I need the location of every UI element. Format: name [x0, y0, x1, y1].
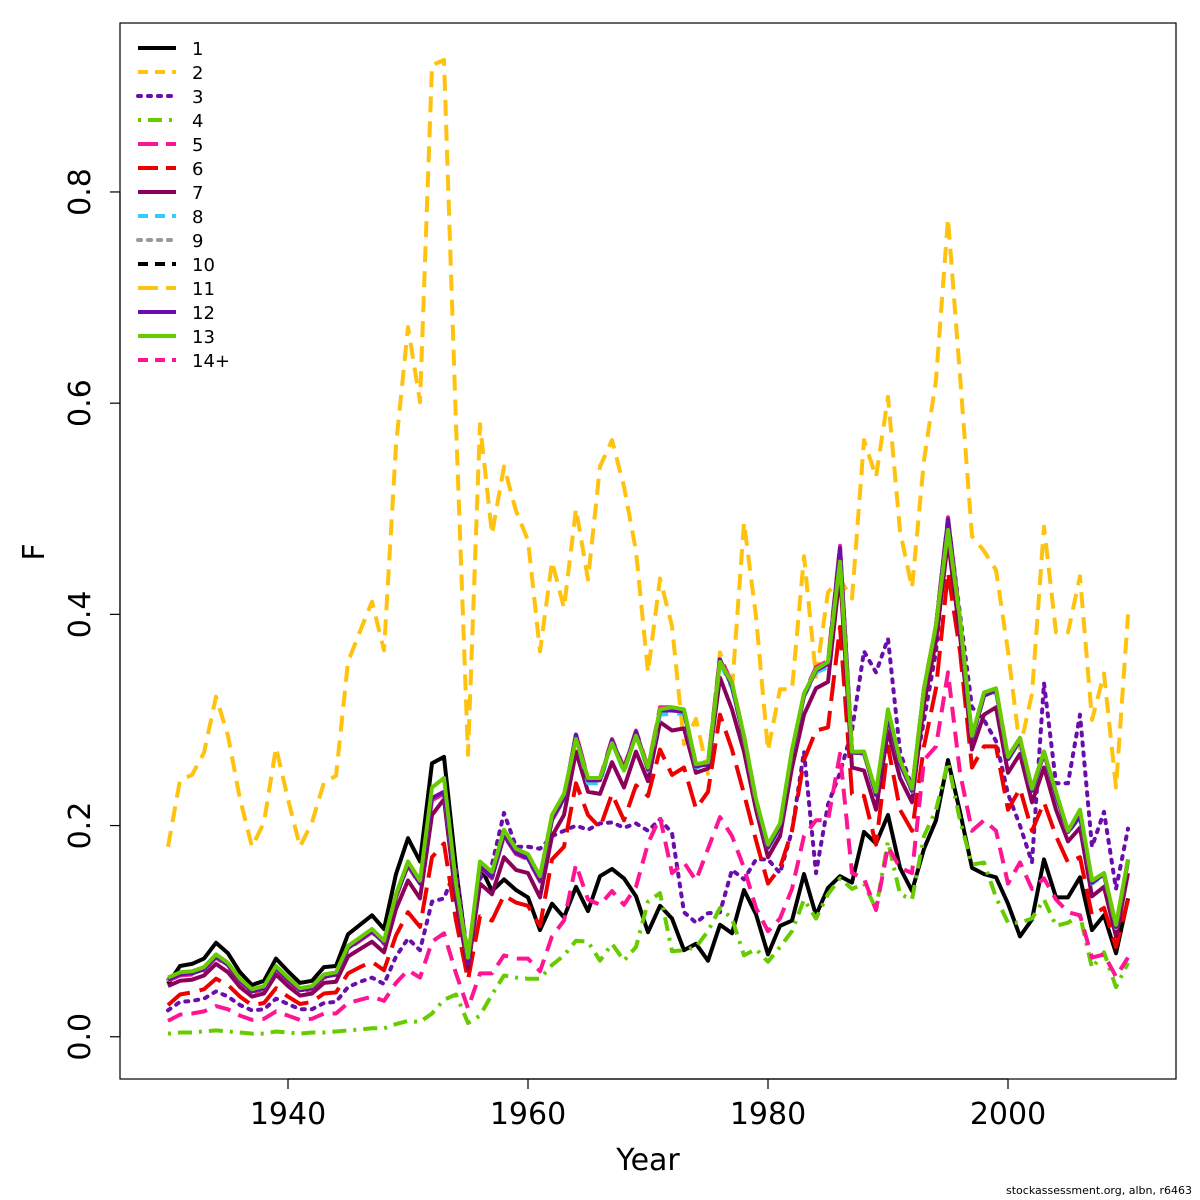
series-line-1 — [166, 754, 1130, 987]
plot-frame — [119, 22, 1177, 1080]
x-tick-label: 1940 — [250, 1097, 326, 1132]
y-axis-title: F — [17, 543, 52, 560]
series-line-8 — [167, 519, 1130, 994]
y-tick-label: 0.4 — [63, 591, 98, 639]
x-tick-label: 2000 — [970, 1097, 1046, 1132]
x-axis: 1940 1960 1980 2000 — [250, 1078, 1046, 1132]
series-line-6 — [166, 570, 1130, 1008]
series-line-4 — [167, 760, 1130, 1036]
series-line-11 — [167, 517, 1130, 994]
legend-label-5: 5 — [192, 135, 203, 156]
series-line-13 — [167, 527, 1130, 992]
legend-label-9: 9 — [192, 231, 203, 252]
x-tick-label: 1960 — [490, 1097, 566, 1132]
legend-label-12: 12 — [192, 303, 215, 324]
series-layer — [166, 58, 1130, 1036]
x-tick-label: 1980 — [730, 1097, 806, 1132]
y-tick-label: 0.0 — [63, 1013, 98, 1061]
legend-label-4: 4 — [192, 111, 203, 132]
series-line-2 — [166, 58, 1130, 849]
y-axis: 0.0 0.2 0.4 0.6 0.8 — [63, 168, 121, 1061]
series-line-5 — [167, 515, 1130, 995]
legend-label-13: 13 — [192, 327, 215, 348]
legend-label-8: 8 — [192, 207, 203, 228]
series-line-3 — [166, 517, 1130, 1013]
legend-label-6: 6 — [192, 159, 203, 180]
y-tick-label: 0.2 — [63, 802, 98, 850]
series-line-10 — [167, 517, 1130, 994]
legend-label-14+: 14+ — [192, 351, 230, 372]
credit-text: stockassessment.org, albn, r6463 — [1006, 1184, 1192, 1197]
y-tick-label: 0.6 — [63, 379, 98, 427]
legend-label-11: 11 — [192, 279, 215, 300]
legend-label-3: 3 — [192, 87, 203, 108]
y-tick-label: 0.8 — [63, 168, 98, 216]
series-line-14+ — [167, 670, 1130, 1023]
legend-label-1: 1 — [192, 39, 203, 60]
legend-label-7: 7 — [192, 183, 203, 204]
x-axis-title: Year — [615, 1143, 680, 1178]
legend-label-2: 2 — [192, 63, 203, 84]
series-line-12 — [167, 517, 1130, 994]
series-line-9 — [166, 517, 1130, 994]
legend-label-10: 10 — [192, 255, 215, 276]
